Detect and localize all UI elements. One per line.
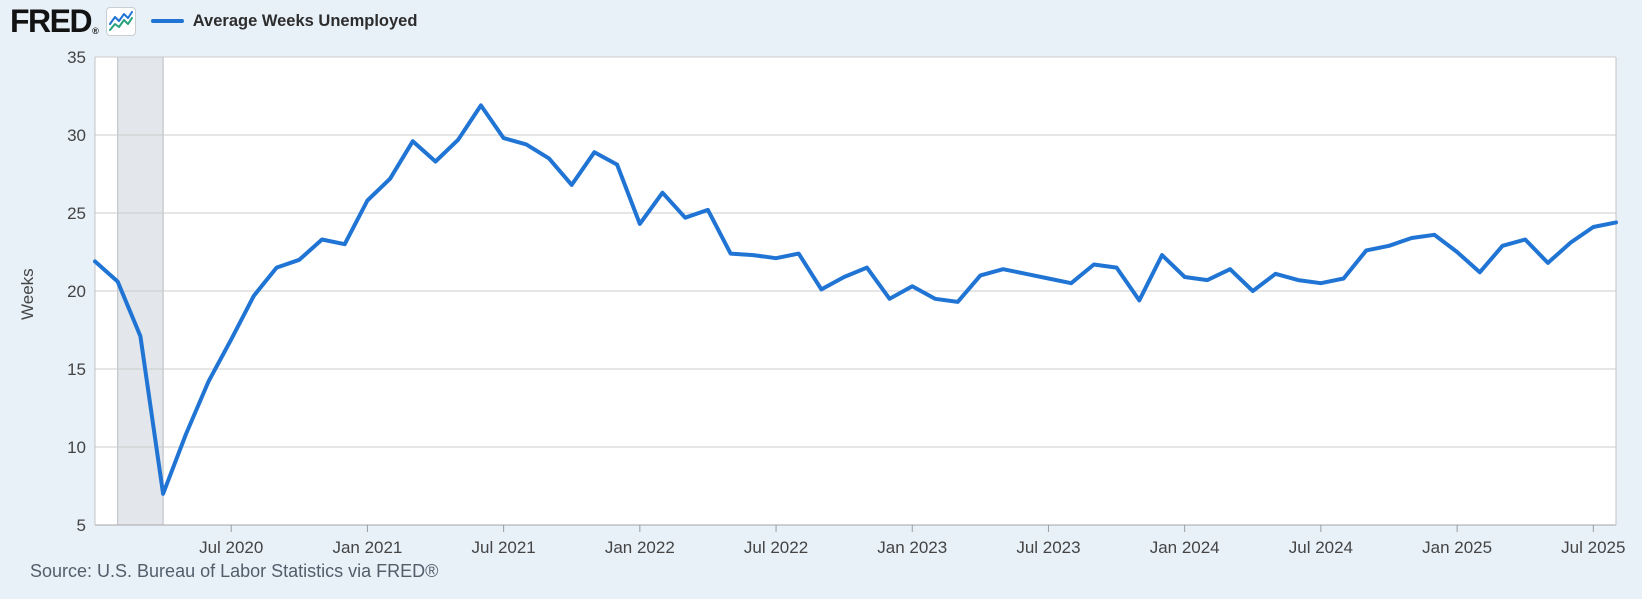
fred-logo: FRED: [10, 3, 93, 39]
registered-trademark-icon: ®: [92, 26, 99, 36]
x-tick-label: Jul 2022: [744, 538, 808, 557]
chart-header: FRED ® Average Weeks Unemployed: [10, 4, 417, 38]
fred-sparkline-icon: [105, 6, 136, 36]
y-tick-label: 30: [67, 126, 86, 145]
x-tick-label: Jul 2025: [1561, 538, 1625, 557]
x-tick-label: Jan 2021: [332, 538, 402, 557]
y-tick-label: 20: [67, 282, 86, 301]
y-tick-label: 25: [67, 204, 86, 223]
source-note: Source: U.S. Bureau of Labor Statistics …: [30, 561, 439, 581]
y-tick-label: 15: [67, 360, 86, 379]
x-tick-label: Jan 2024: [1150, 538, 1220, 557]
x-tick-label: Jul 2024: [1289, 538, 1353, 557]
x-tick-label: Jan 2022: [605, 538, 675, 557]
legend-label: Average Weeks Unemployed: [192, 11, 418, 30]
x-tick-label: Jan 2023: [877, 538, 947, 557]
y-tick-label: 35: [67, 48, 86, 67]
x-tick-label: Jul 2021: [471, 538, 535, 557]
y-tick-label: 10: [67, 438, 86, 457]
x-tick-label: Jul 2023: [1016, 538, 1080, 557]
y-tick-label: 5: [77, 516, 86, 535]
x-tick-label: Jan 2025: [1422, 538, 1492, 557]
sparkline-glyph: [108, 10, 133, 31]
legend-line-swatch: [150, 19, 184, 23]
series-line-average-weeks-unemployed: [93, 103, 1618, 496]
y-axis-title: Weeks: [18, 268, 37, 320]
x-tick-label: Jul 2020: [199, 538, 263, 557]
